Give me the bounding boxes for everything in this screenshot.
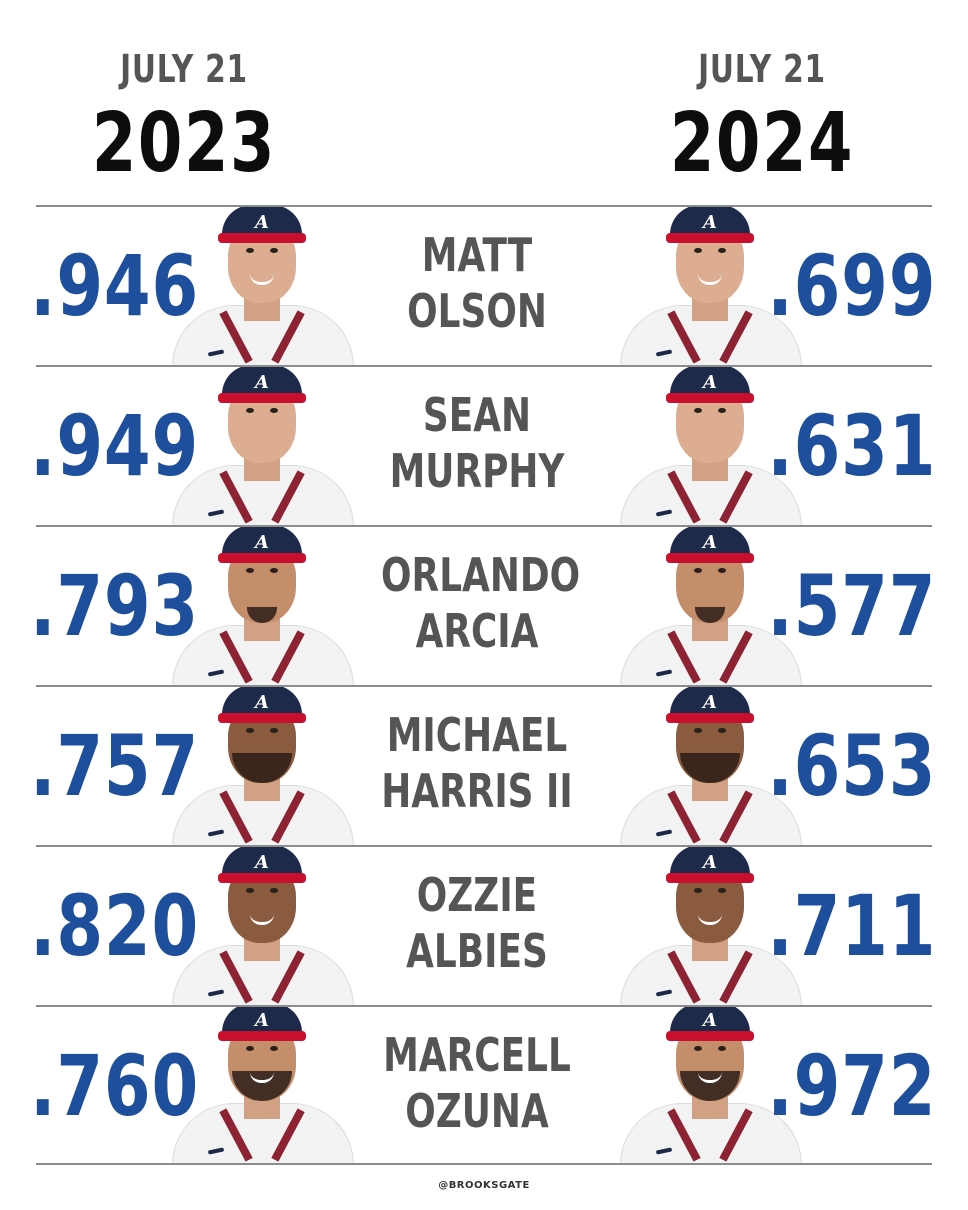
player-row: .946 A MATT OLSON A .699 [36, 205, 932, 365]
player-last-name: OZUNA [405, 1084, 549, 1138]
stat-2024: .577 [766, 557, 932, 655]
braves-logo-icon: A [703, 692, 717, 713]
stat-2023: .793 [36, 557, 200, 655]
player-first-name: MARCELL [383, 1028, 571, 1082]
player-row: .760 A MARCELL OZUNA A .972 [36, 1005, 932, 1165]
player-name: ORLANDO ARCIA [381, 547, 581, 659]
braves-logo-icon: A [703, 212, 717, 233]
player-photo-2023: A [172, 207, 354, 365]
player-name: OZZIE ALBIES [381, 867, 573, 979]
player-last-name: HARRIS II [381, 764, 573, 818]
header-year-right: 2024 [669, 96, 855, 191]
header-date-left: JULY 21 [120, 47, 248, 91]
player-row: .757 A MICHAEL HARRIS II A .653 [36, 685, 932, 845]
player-row: .793 A ORLANDO ARCIA A .577 [36, 525, 932, 685]
player-list: .946 A MATT OLSON A .699 .949 A SEAN MUR… [36, 205, 932, 1165]
player-photo-2023: A [172, 367, 354, 525]
player-last-name: OLSON [407, 284, 547, 338]
player-row: .820 A OZZIE ALBIES A .711 [36, 845, 932, 1005]
stat-2024: .699 [766, 237, 932, 335]
header-2024: JULY 21 2024 [612, 44, 912, 190]
player-photo-2024: A [620, 207, 802, 365]
player-photo-2024: A [620, 847, 802, 1005]
stat-2024: .653 [766, 717, 932, 815]
braves-logo-icon: A [255, 212, 269, 233]
player-name: MICHAEL HARRIS II [381, 707, 573, 819]
player-last-name: ARCIA [415, 604, 539, 658]
player-row: .949 A SEAN MURPHY A .631 [36, 365, 932, 525]
player-name: SEAN MURPHY [381, 387, 573, 499]
braves-logo-icon: A [255, 692, 269, 713]
header-date-right: JULY 21 [698, 47, 826, 91]
stat-2023: .949 [36, 397, 200, 495]
stat-2023: .820 [36, 877, 200, 975]
player-first-name: SEAN [422, 388, 532, 442]
stat-2024: .631 [766, 397, 932, 495]
braves-logo-icon: A [703, 1010, 717, 1031]
player-photo-2024: A [620, 1007, 802, 1163]
player-photo-2023: A [172, 847, 354, 1005]
braves-logo-icon: A [703, 852, 717, 873]
credit-handle: @BROOKSGATE [438, 1180, 530, 1191]
braves-logo-icon: A [255, 532, 269, 553]
player-first-name: MICHAEL [386, 708, 568, 762]
player-photo-2023: A [172, 687, 354, 845]
player-last-name: ALBIES [406, 924, 548, 978]
player-photo-2023: A [172, 1007, 354, 1163]
player-first-name: ORLANDO [381, 548, 581, 602]
player-photo-2024: A [620, 527, 802, 685]
header-2023: JULY 21 2023 [34, 44, 334, 190]
player-name: MATT OLSON [381, 227, 573, 339]
stat-2023: .760 [36, 1037, 200, 1135]
braves-logo-icon: A [255, 372, 269, 393]
player-last-name: MURPHY [389, 444, 565, 498]
player-first-name: MATT [421, 228, 533, 282]
stat-2023: .946 [36, 237, 200, 335]
braves-logo-icon: A [703, 372, 717, 393]
player-name: MARCELL OZUNA [381, 1027, 573, 1139]
player-photo-2024: A [620, 687, 802, 845]
player-photo-2024: A [620, 367, 802, 525]
braves-logo-icon: A [255, 852, 269, 873]
header-year-left: 2023 [91, 96, 277, 191]
stat-2024: .711 [766, 877, 932, 975]
player-first-name: OZZIE [416, 868, 538, 922]
stat-2024: .972 [766, 1037, 932, 1135]
stat-2023: .757 [36, 717, 200, 815]
player-photo-2023: A [172, 527, 354, 685]
braves-logo-icon: A [255, 1010, 269, 1031]
braves-logo-icon: A [703, 532, 717, 553]
